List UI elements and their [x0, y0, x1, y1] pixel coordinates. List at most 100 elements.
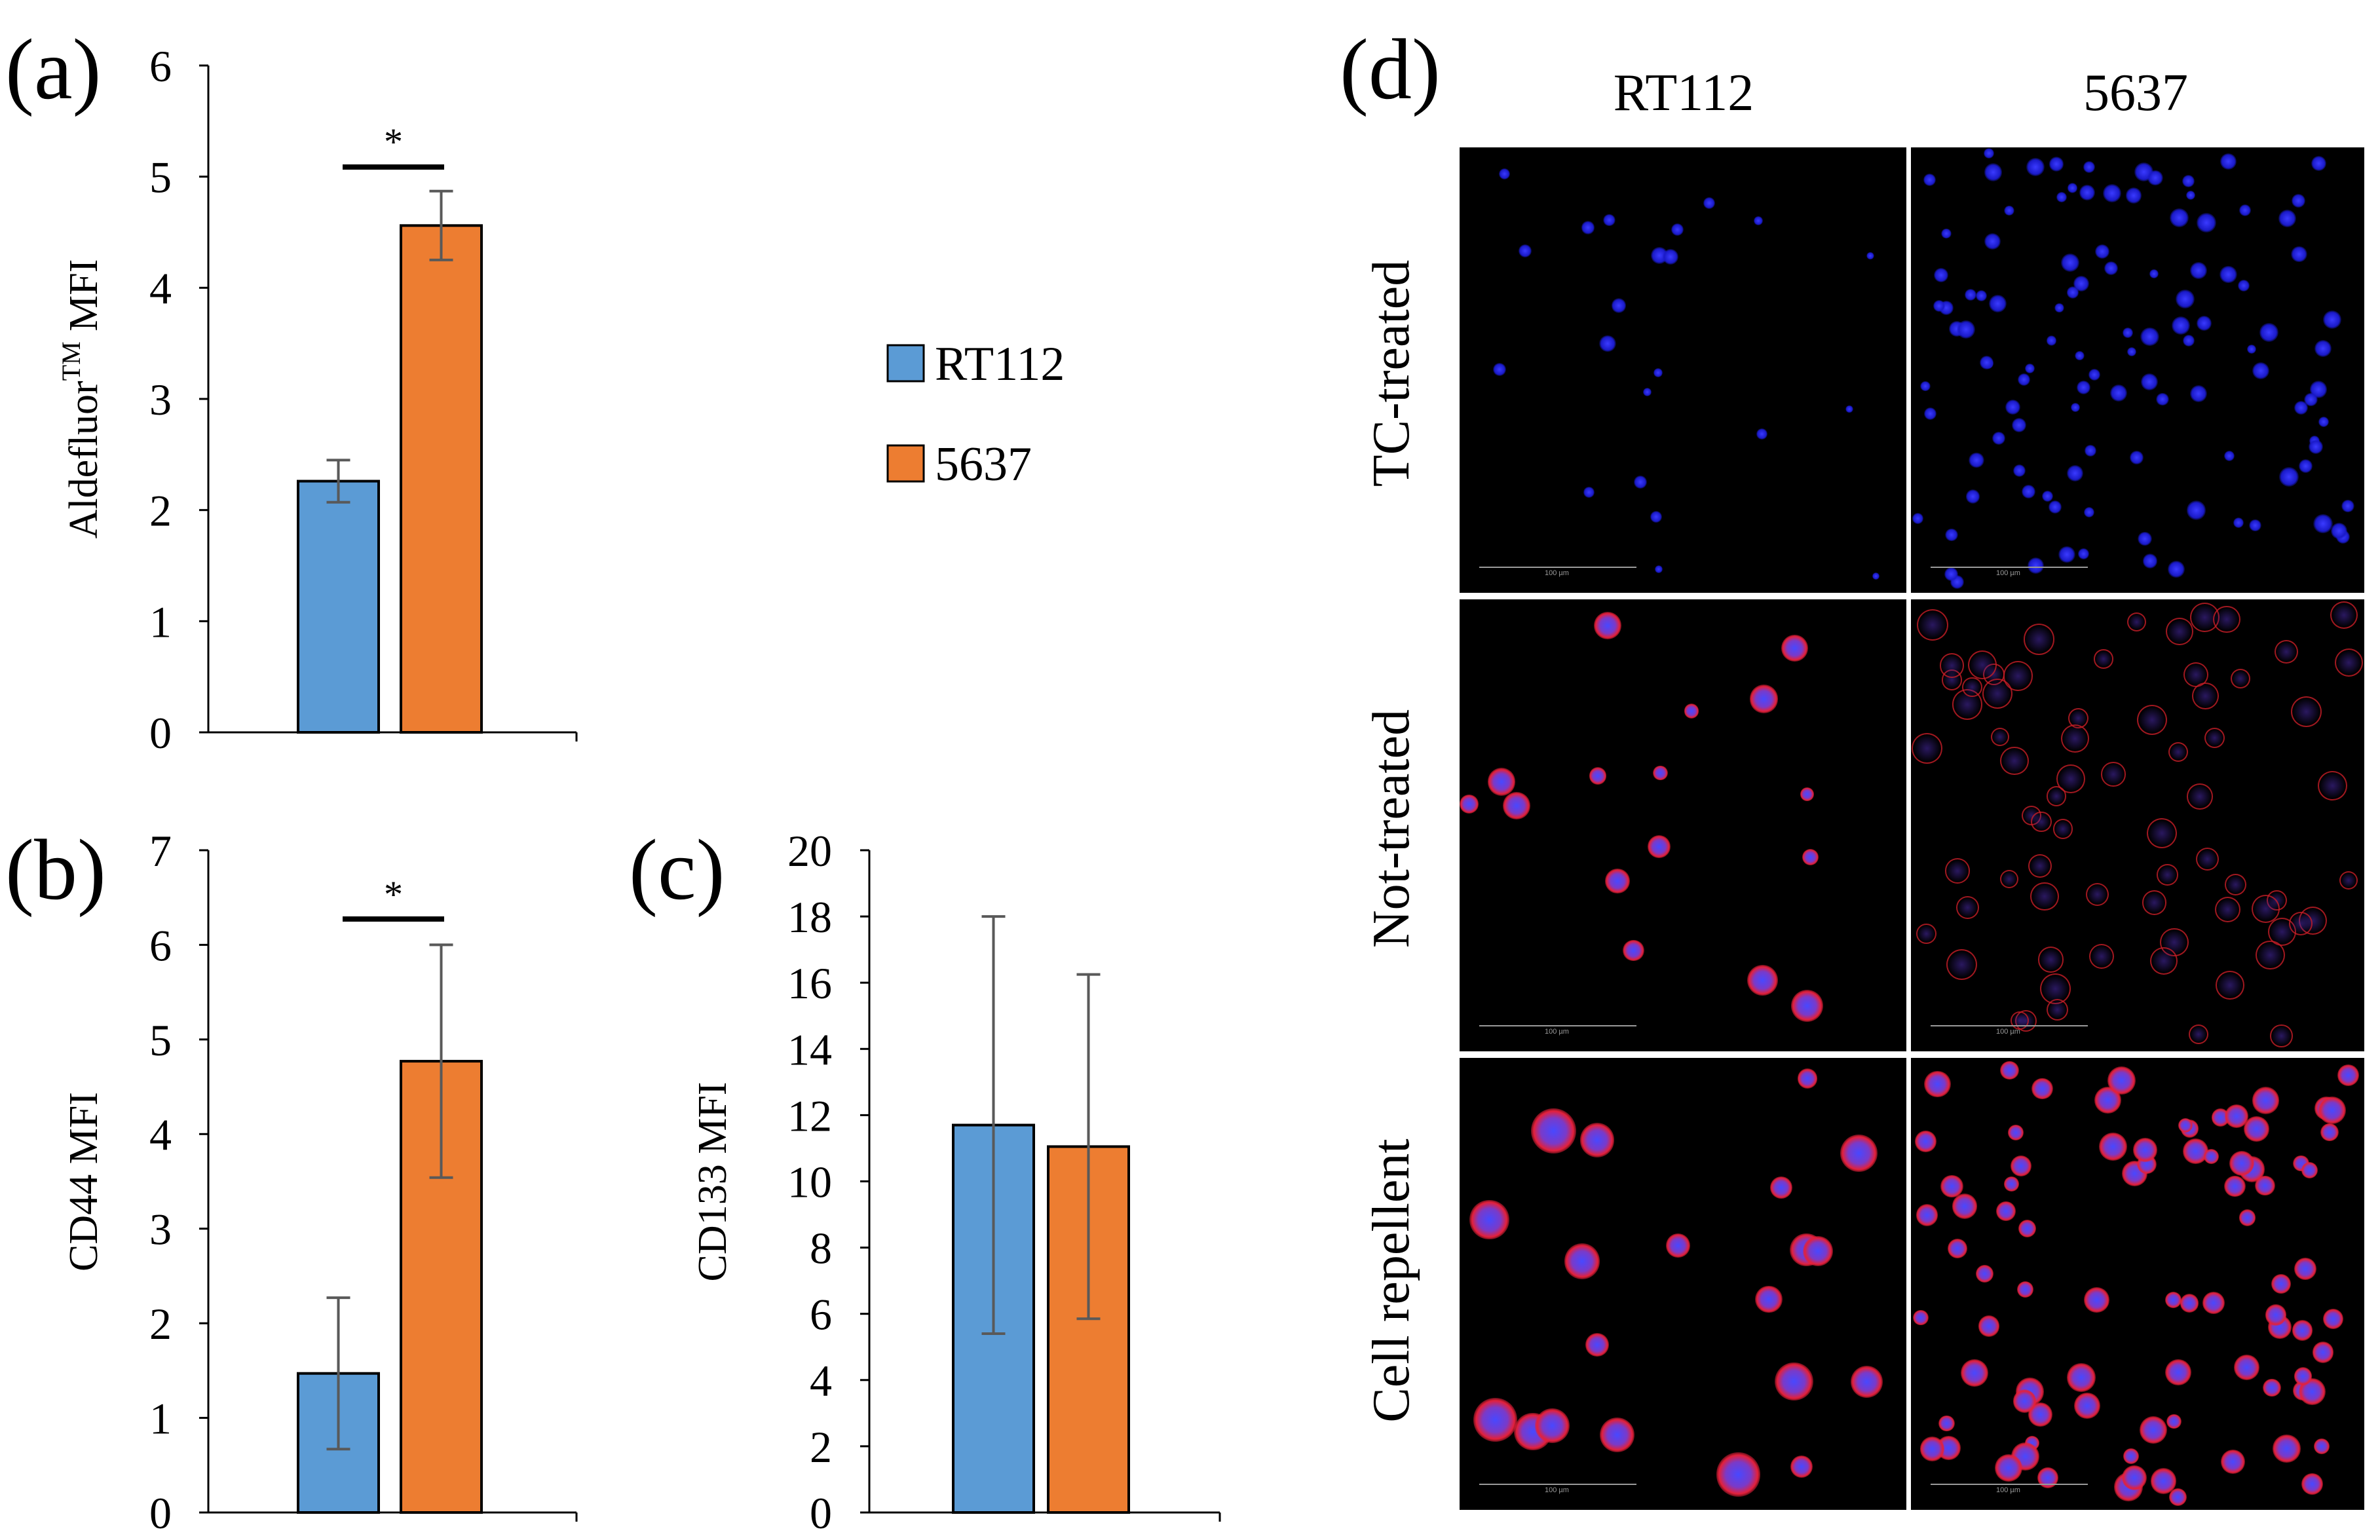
cell	[1654, 565, 1663, 574]
cell	[2030, 882, 2059, 911]
cell	[1684, 704, 1699, 719]
y-tick-label: 6	[149, 41, 172, 91]
cell	[2000, 870, 2019, 889]
y-tick-label: 20	[787, 826, 832, 876]
cell	[2294, 400, 2309, 415]
cell	[2182, 174, 2195, 187]
cell	[1984, 147, 1995, 159]
cell	[1747, 964, 1778, 996]
cell	[2054, 303, 2064, 313]
cell	[1979, 356, 1994, 370]
cell	[2337, 1064, 2360, 1087]
mic-col-header-5637: 5637	[2083, 64, 2188, 122]
cell	[2203, 1148, 2219, 1164]
cell	[2123, 328, 2133, 339]
scale-bar	[1479, 567, 1636, 568]
cell	[2023, 624, 2055, 656]
cell	[2301, 1161, 2318, 1178]
y-tick-label: 2	[810, 1422, 832, 1472]
cell	[1473, 1397, 1517, 1442]
cell	[2150, 1467, 2177, 1494]
cell	[2190, 385, 2208, 402]
cell	[2067, 1363, 2096, 1392]
mic-tc-rt112: 100 µm	[1460, 147, 1906, 593]
cell	[2021, 484, 2035, 498]
cell	[2073, 275, 2089, 292]
scale-bar-label: 100 µm	[1996, 1486, 2020, 1494]
cell	[1962, 677, 1982, 698]
y-tick-label: 1	[149, 1394, 172, 1444]
cell	[1579, 1123, 1615, 1158]
cell	[2168, 561, 2185, 578]
scale-bar	[1479, 1025, 1636, 1026]
cell	[2204, 727, 2225, 749]
scale-bar-label: 100 µm	[1545, 1028, 1569, 1036]
cell	[2028, 854, 2052, 878]
cell	[2175, 290, 2195, 309]
cell	[1756, 428, 1767, 440]
scale-bar-label: 100 µm	[1545, 569, 1569, 577]
chart-b: 0 1 2 3 4 5 6 7 CD44 MFI *	[62, 826, 578, 1538]
cell	[2140, 327, 2159, 347]
cell	[1754, 216, 1763, 225]
cell	[2330, 601, 2358, 629]
y-axis-title-tail: MFI	[62, 259, 106, 342]
cell	[2271, 1274, 2291, 1294]
cell	[2278, 210, 2296, 228]
cell	[2301, 1473, 2324, 1495]
cell	[2101, 762, 2126, 787]
cell	[2031, 811, 2052, 833]
cell	[1923, 407, 1936, 420]
cell	[1652, 765, 1668, 781]
cell	[2130, 451, 2144, 465]
y-tick-label: 12	[787, 1091, 832, 1140]
cell	[2294, 1258, 2317, 1281]
cell	[2186, 500, 2206, 521]
cell	[2010, 1155, 2031, 1176]
cell	[2164, 1292, 2182, 1309]
cell	[1995, 1201, 2016, 1221]
cell	[2137, 704, 2168, 735]
cell	[1599, 1418, 1634, 1453]
cell	[1969, 452, 1984, 468]
cell	[2005, 400, 2021, 415]
cell	[2126, 612, 2147, 632]
y-tick-label: 0	[810, 1488, 832, 1538]
cell	[2142, 890, 2167, 915]
cell	[2031, 1078, 2054, 1100]
cell	[2078, 548, 2089, 559]
cell	[2085, 883, 2109, 907]
cell	[2246, 344, 2256, 354]
cell	[1671, 223, 1684, 236]
cell	[1605, 869, 1631, 893]
cell	[2165, 1359, 2192, 1386]
chart-a: 0 1 2 3 4 5 6 AldefluorTM MFI *	[56, 41, 578, 758]
cell	[2024, 364, 2035, 374]
cell	[2123, 1448, 2139, 1465]
cell	[2027, 557, 2045, 574]
cell	[2052, 819, 2073, 839]
cell	[1487, 768, 1516, 797]
cell	[1589, 767, 1607, 785]
cell	[2012, 464, 2026, 478]
cell	[1845, 405, 1853, 413]
scale-bar	[1931, 1484, 2088, 1485]
cell	[2251, 894, 2280, 923]
cell	[2275, 639, 2299, 664]
cell	[2180, 1294, 2199, 1313]
cell	[2012, 418, 2026, 433]
cell	[1840, 1134, 1878, 1172]
cell	[1938, 1415, 1955, 1432]
cell	[2231, 669, 2251, 689]
mic-col-header-rt112: RT112	[1614, 64, 1754, 122]
cell	[2088, 368, 2100, 381]
y-tick-label: 2	[149, 1299, 172, 1349]
cell	[1995, 1454, 2023, 1482]
cell	[2109, 384, 2127, 402]
cell	[1749, 685, 1778, 713]
cell	[2223, 450, 2235, 462]
cell	[2219, 153, 2237, 170]
cell	[2004, 206, 2014, 216]
cell	[1947, 1239, 1967, 1259]
cell	[2169, 208, 2189, 228]
